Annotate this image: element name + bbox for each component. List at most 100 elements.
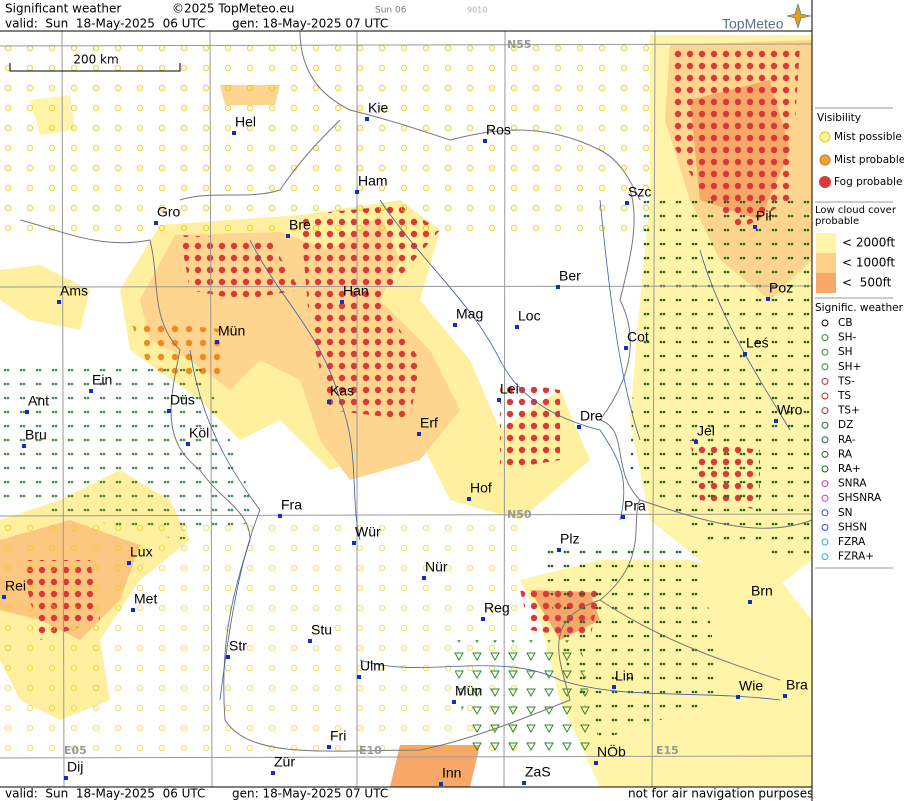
borders [19,30,813,752]
city-marker [748,600,752,604]
city-marker [774,419,778,423]
city-label: Mün [455,683,482,699]
city-label: ZaS [525,764,551,780]
city-label: Leś [746,335,769,351]
city-label: Nür [425,559,448,575]
scale-label: 200 km [73,53,118,67]
legend-symbol [821,480,829,488]
legend-item: Mist probable [834,154,904,166]
city-marker [736,695,740,699]
title: Significant weather [5,2,121,16]
city-label: Lin [615,668,634,684]
city-marker [127,561,131,565]
legend-title-text: Low cloud cover probable [815,205,896,227]
city-marker [766,297,770,301]
city-marker [57,300,61,304]
city-label: Inn [442,765,461,781]
city-marker [452,700,456,704]
city-label: Loc [518,308,541,324]
city-marker [481,617,485,621]
cities: Hel Kie Ros Ham Szc Gro Bre Pił Ber Ams Han Poz Mag L… [2,100,808,786]
city-label: Kie [368,100,388,116]
city-label: Plz [560,531,579,547]
legend-symbol [821,450,829,458]
city-marker [89,389,93,393]
grid [0,30,813,788]
city-label: Lux [130,544,153,560]
city-label: Met [134,591,157,607]
mist-areas [0,35,650,760]
legend-item: TS [837,390,851,402]
grid-label: N50 [507,508,532,521]
legend-item: SHSNRA [838,492,882,504]
legend-symbol [821,334,829,342]
city-label: Erf [420,415,438,431]
city-label: Kas [330,383,354,399]
grid-label: E15 [656,744,679,757]
legend-item: RA [838,448,853,460]
city-marker [483,139,487,143]
city-marker [64,776,68,780]
city-label: Cot [627,329,649,345]
city-marker [612,685,616,689]
city-label: Poz [769,280,793,296]
legend-item: SH+ [838,361,861,373]
city-label: Bru [25,427,47,443]
legend-title: Visibility [817,112,861,124]
legend-title: Signific. weather [815,302,904,314]
city-label: Pił [756,208,772,224]
city-label: Rei [5,578,26,594]
legend-item: SH- [838,332,857,344]
city-marker [352,541,356,545]
legend-item: RA- [838,434,856,446]
city-label: Dre [580,408,603,424]
city-label: Hel [235,114,256,130]
city-label: Ein [92,372,112,388]
city-marker [365,117,369,121]
city-label: Ulm [360,658,385,674]
city-marker [22,444,26,448]
city-marker [154,221,158,225]
city-label: Wro [777,402,803,418]
city-label: Hof [470,480,492,496]
code: 9010 [467,6,487,15]
city-marker [25,410,29,414]
city-marker [515,325,519,329]
city-marker [327,400,331,404]
city-marker [327,745,331,749]
city-label: Köl [189,425,209,441]
city-label: Bra [786,677,808,693]
legend-symbol [821,421,829,429]
legend-item: SHSN [838,521,867,533]
legend-symbol [821,509,829,517]
logo-icon [786,2,812,30]
footer-valid: valid: Sun 18-May-2025 06 UTC [5,787,205,801]
copyright: ©2025 TopMeteo.eu [172,2,294,16]
footer-gen: gen: 18-May-2025 07 UTC [232,787,388,801]
city-label: Ham [358,173,388,189]
legend-symbol [821,407,829,415]
city-label: Brn [751,583,773,599]
city-label: Ber [559,268,581,284]
city-marker [232,131,236,135]
city-marker [624,346,628,350]
legend-item: SNRA [838,478,867,490]
scale-bar: 200 km [9,53,181,72]
legend-item: TS+ [837,405,860,417]
legend-symbol [821,553,829,561]
city-marker [783,694,787,698]
city-label: Zür [274,754,295,770]
city-marker [422,576,426,580]
city-marker [467,497,471,501]
legend-symbol [821,319,829,327]
legend-symbol [821,392,829,400]
city-label: Ams [60,283,88,299]
city-label: Reg [484,600,510,616]
legend-item: DZ [838,419,853,431]
legend-item: TS- [837,375,855,387]
city-marker [308,639,312,643]
city-marker [340,300,344,304]
city-marker [357,675,361,679]
legend-symbol [821,377,829,385]
